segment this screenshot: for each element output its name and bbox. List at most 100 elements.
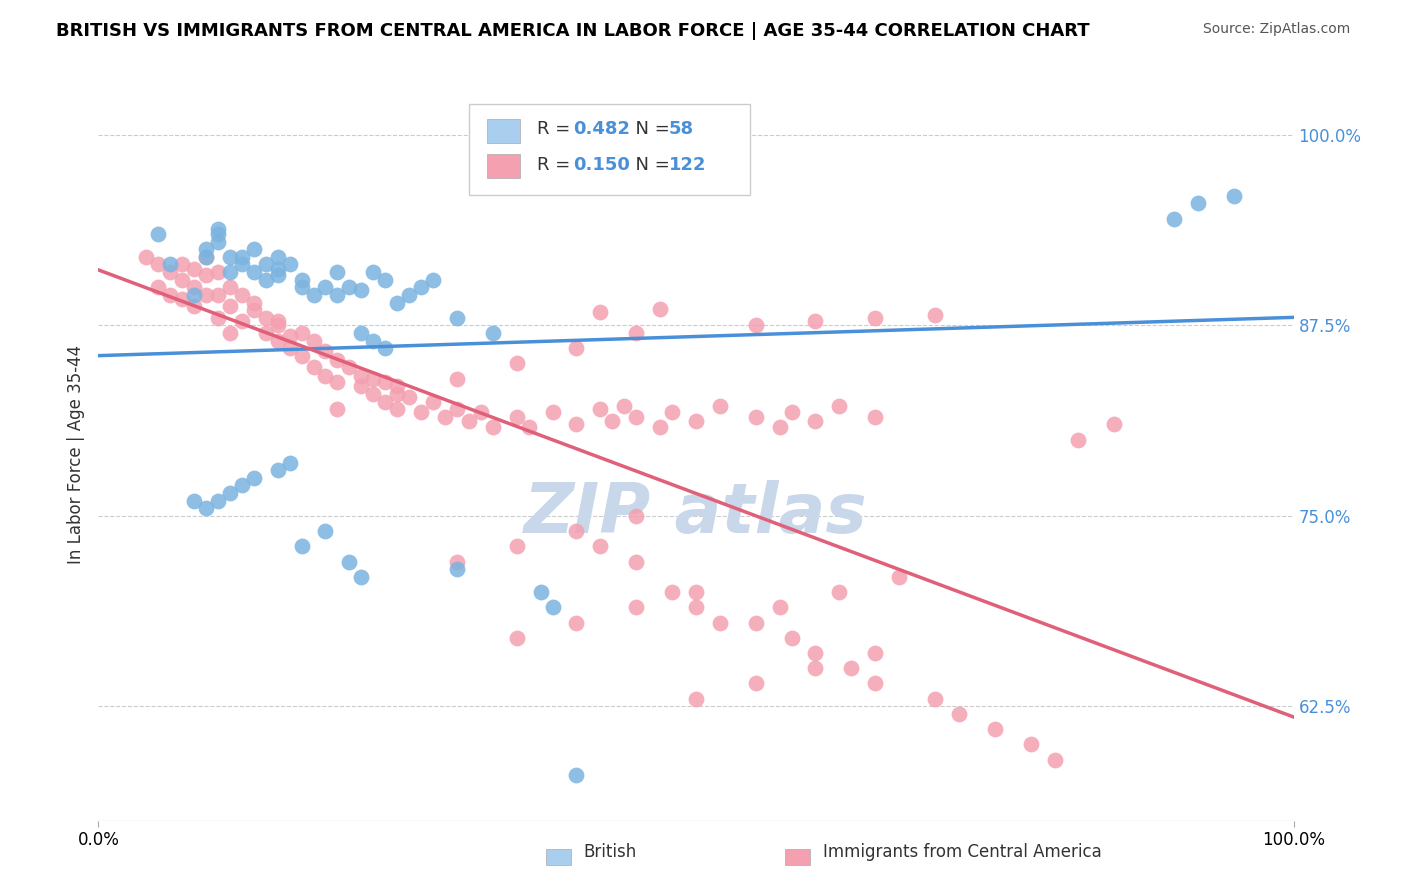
Point (254, 273, 277, 287)
Point (458, 414, 481, 428)
Point (195, 288, 218, 302)
Point (828, 399, 851, 413)
Point (411, 405, 433, 419)
Point (278, 341, 301, 355)
Point (148, 280, 170, 294)
Point (291, 349, 314, 363)
Point (398, 288, 420, 302)
Point (565, 615, 588, 630)
Point (446, 402, 468, 417)
Point (183, 288, 205, 302)
Point (613, 399, 636, 413)
Point (363, 265, 385, 279)
Point (243, 303, 266, 318)
Point (219, 299, 242, 313)
Point (804, 414, 827, 428)
Point (267, 318, 290, 333)
Point (1223, 189, 1246, 203)
Point (254, 326, 277, 340)
Point (374, 273, 396, 287)
Point (626, 600, 648, 615)
Point (302, 288, 325, 302)
Point (148, 257, 170, 271)
Point (924, 308, 946, 322)
Point (172, 293, 194, 307)
Point (984, 723, 1007, 737)
Point (339, 280, 361, 294)
Point (804, 646, 827, 660)
Point (685, 585, 707, 599)
Point (374, 375, 396, 389)
Point (446, 310, 468, 325)
Point (1019, 738, 1042, 752)
Point (159, 257, 181, 271)
Point (291, 273, 314, 287)
Point (207, 265, 229, 279)
Bar (486, 154, 520, 178)
Point (207, 288, 229, 302)
Point (183, 280, 205, 294)
Point (1104, 417, 1126, 432)
Point (231, 314, 253, 328)
Point (434, 409, 457, 424)
Point (780, 405, 803, 419)
Point (326, 375, 349, 389)
Point (889, 570, 911, 584)
Point (267, 268, 290, 282)
Point (709, 399, 731, 413)
Point (446, 555, 468, 569)
Point (291, 326, 314, 340)
Point (745, 318, 768, 333)
Point (183, 493, 205, 508)
Point (481, 420, 505, 434)
Point (207, 493, 229, 508)
Point (1067, 433, 1090, 447)
Point (243, 295, 266, 310)
Point (243, 471, 266, 485)
Point (745, 409, 768, 424)
Point (768, 420, 790, 434)
Point (506, 631, 529, 645)
Point (326, 265, 349, 279)
Text: N =: N = (624, 155, 676, 174)
Point (661, 585, 683, 599)
Point (924, 691, 946, 706)
Text: N =: N = (624, 120, 676, 138)
Point (648, 420, 672, 434)
Point (363, 334, 385, 348)
Point (278, 257, 301, 271)
Point (159, 288, 181, 302)
Point (350, 368, 373, 383)
Point (385, 387, 409, 401)
Point (398, 390, 420, 404)
Point (506, 540, 529, 554)
Text: British: British (583, 843, 637, 861)
Point (506, 409, 529, 424)
Point (183, 262, 205, 277)
Point (385, 379, 409, 393)
Y-axis label: In Labor Force | Age 35-44: In Labor Force | Age 35-44 (66, 345, 84, 565)
Point (231, 250, 253, 264)
Point (565, 768, 588, 782)
Point (768, 600, 790, 615)
Point (302, 334, 325, 348)
Point (195, 250, 218, 264)
Point (422, 394, 444, 409)
Point (685, 691, 707, 706)
Point (709, 615, 731, 630)
Point (780, 631, 803, 645)
Point (315, 368, 337, 383)
Point (374, 394, 396, 409)
Point (745, 615, 768, 630)
Point (219, 326, 242, 340)
Point (422, 273, 444, 287)
Point (207, 222, 229, 236)
Point (219, 280, 242, 294)
Point (506, 356, 529, 371)
Text: Source: ZipAtlas.com: Source: ZipAtlas.com (1202, 22, 1350, 37)
Point (446, 372, 468, 386)
Point (685, 600, 707, 615)
Point (219, 486, 242, 500)
Point (231, 257, 253, 271)
Point (374, 341, 396, 355)
